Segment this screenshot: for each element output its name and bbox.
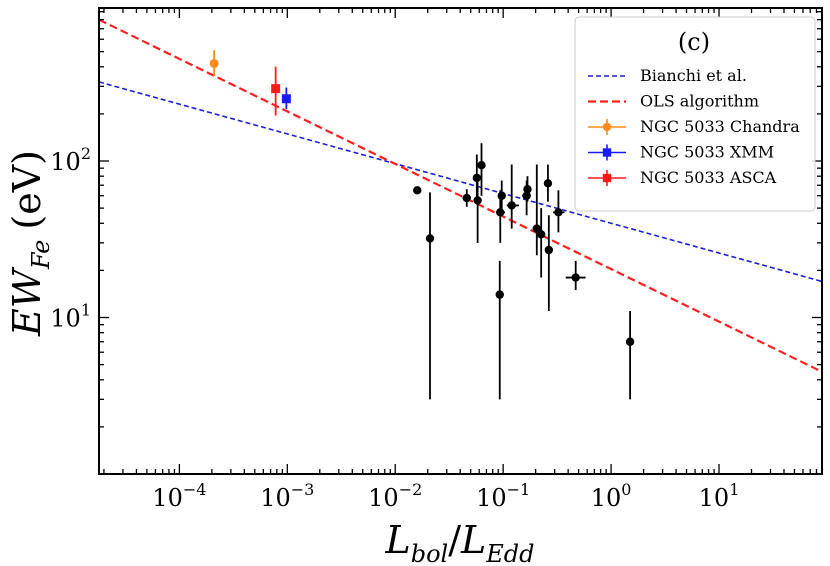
bianchi-fit-line (99, 81, 822, 283)
sample-point (506, 164, 519, 229)
ngc5033-point (209, 50, 219, 76)
legend-label: NGC 5033 Chandra (640, 117, 800, 136)
panel-label: (c) (678, 28, 710, 56)
sample-point (495, 260, 504, 400)
fit-lines (99, 18, 822, 373)
x-tick-label: 10−1 (476, 480, 530, 512)
sample-marker (523, 185, 532, 194)
sample-point (536, 208, 546, 278)
legend-entry: NGC 5033 ASCA (588, 168, 777, 187)
sample-point (553, 190, 565, 233)
y-tick-label: 101 (50, 301, 91, 333)
x-tick-label: 101 (699, 480, 740, 512)
sample-marker (495, 290, 504, 299)
sample-marker (571, 273, 580, 282)
legend-entry: OLS algorithm (588, 92, 759, 111)
ngc5033-point (281, 87, 291, 109)
sample-marker (425, 234, 435, 243)
sample-point (413, 186, 422, 195)
sample-marker (554, 208, 563, 217)
sample-point (462, 189, 471, 207)
legend-box (574, 16, 816, 212)
sample-point (543, 164, 553, 202)
x-axis-title: Lbol/LEdd (384, 518, 534, 566)
sample-marker (473, 196, 482, 205)
plot-frame (98, 7, 823, 475)
ols-fit-line (99, 18, 822, 373)
sample-marker (413, 186, 422, 195)
sample-point (497, 180, 506, 216)
legend-label: OLS algorithm (640, 92, 759, 111)
sample-marker (544, 245, 554, 255)
legend-label: Bianchi et al. (640, 66, 747, 85)
y-axis-title: EWFe(eV) (5, 150, 55, 337)
sample-marker (625, 337, 635, 346)
sample-marker (543, 179, 553, 188)
sample-point (565, 260, 586, 290)
sample-point (477, 143, 486, 196)
x-tick-label: 10−2 (368, 480, 422, 512)
sample-point (473, 176, 482, 243)
sample-marker (497, 191, 506, 200)
sample-point (425, 192, 435, 400)
x-tick-label: 100 (591, 480, 632, 512)
sample-marker (536, 230, 546, 239)
sample-point (544, 215, 554, 312)
legend-entry: NGC 5033 XMM (588, 143, 774, 162)
legend-entry: NGC 5033 Chandra (588, 117, 800, 136)
sample-point (523, 176, 532, 202)
sample-point (532, 164, 542, 256)
legend-label: NGC 5033 XMM (640, 143, 774, 162)
ngc5033-marker (209, 58, 219, 68)
sample-marker (477, 161, 486, 170)
ngc5033-marker (271, 84, 281, 94)
ngc5033-point (271, 66, 281, 116)
legend-label: NGC 5033 ASCA (640, 168, 777, 187)
sample-marker (532, 224, 542, 233)
x-tick-label: 10−4 (152, 480, 206, 512)
legend: (c) Bianchi et al. OLS algorithm NGC 5033 … (574, 16, 816, 212)
legend-entries: Bianchi et al. OLS algorithm NGC 5033 Chan… (588, 66, 800, 187)
legend-marker-swatch (602, 122, 612, 132)
y-tick-label: 102 (50, 144, 91, 176)
sample-point (625, 311, 635, 400)
legend-marker-swatch (602, 173, 612, 183)
ngc5033-marker (281, 94, 291, 104)
legend-entry: Bianchi et al. (588, 66, 747, 85)
data-points (209, 50, 635, 400)
sample-marker (507, 201, 516, 210)
legend-marker-swatch (602, 148, 612, 157)
x-tick-label: 10−3 (260, 480, 314, 512)
sample-marker (462, 193, 471, 203)
sample-marker (496, 208, 505, 217)
